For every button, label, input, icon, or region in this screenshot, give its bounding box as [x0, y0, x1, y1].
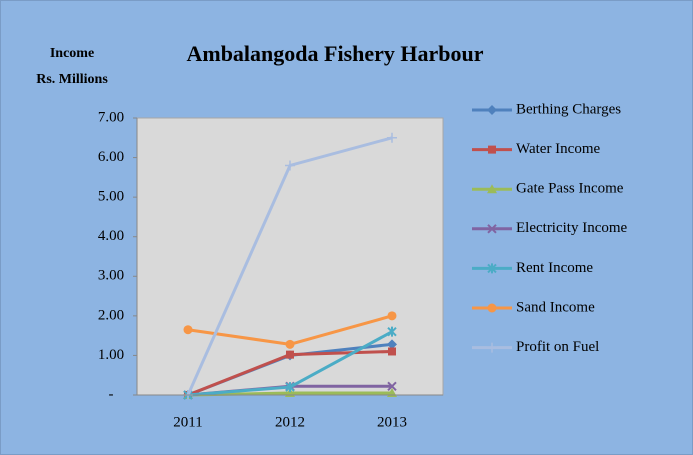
y-tick-label: 1.00 — [98, 347, 124, 363]
chart-title: Ambalangoda Fishery Harbour — [186, 41, 483, 66]
legend-marker — [487, 184, 497, 194]
data-point — [387, 311, 397, 321]
legend-marker — [487, 105, 497, 115]
legend-label: Electricity Income — [516, 220, 628, 236]
legend-label: Sand Income — [516, 299, 595, 315]
data-point — [387, 132, 397, 143]
legend-label: Water Income — [516, 141, 601, 157]
legend-marker — [487, 303, 497, 313]
y-tick-label: - — [109, 386, 114, 402]
y-tick-label: 2.00 — [98, 307, 124, 323]
data-point — [286, 350, 294, 359]
y-tick-label: 4.00 — [98, 228, 124, 244]
y-tick-label: 7.00 — [98, 109, 124, 125]
x-tick-label: 2011 — [173, 414, 202, 430]
y-axis-label: Income — [50, 46, 94, 61]
data-point — [183, 325, 193, 335]
legend-label: Gate Pass Income — [516, 181, 624, 197]
y-tick-label: 5.00 — [98, 189, 124, 205]
data-point — [387, 339, 397, 350]
y-tick-label: 3.00 — [98, 268, 124, 284]
legend-marker — [487, 224, 497, 234]
legend-label: Profit on Fuel — [516, 339, 599, 355]
legend-marker — [487, 342, 497, 353]
x-tick-label: 2013 — [377, 414, 407, 430]
legend-marker — [487, 263, 497, 274]
y-tick-label: 6.00 — [98, 149, 124, 165]
legend-marker — [488, 145, 496, 154]
legend-label: Berthing Charges — [516, 101, 621, 117]
data-point — [388, 347, 396, 356]
x-tick-label: 2012 — [275, 414, 305, 430]
data-point — [285, 382, 295, 393]
data-point — [285, 339, 295, 349]
legend-label: Rent Income — [516, 260, 593, 276]
data-point — [387, 381, 397, 392]
y-axis-label: Rs. Millions — [36, 72, 108, 87]
data-point — [387, 326, 397, 337]
data-point — [285, 160, 295, 171]
